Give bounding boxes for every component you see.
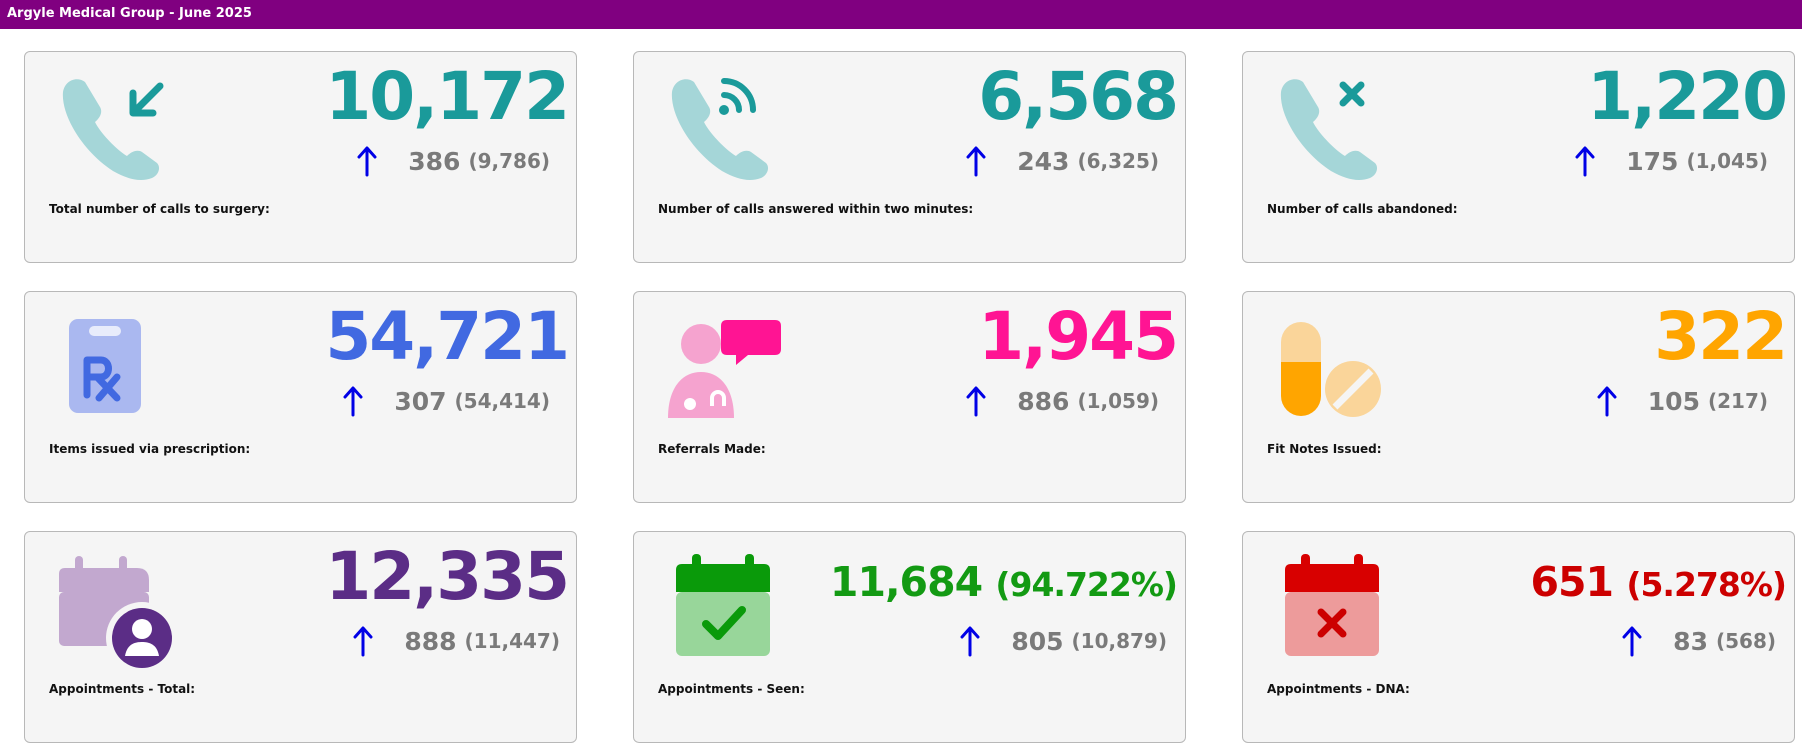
calendar-x-icon bbox=[1273, 554, 1403, 669]
kpi-trend: 386 (9,786) bbox=[356, 143, 550, 179]
kpi-value-with-percent: 11,684 (94.722%) bbox=[829, 554, 1178, 613]
pills-icon bbox=[1273, 314, 1403, 429]
kpi-value: 11,684 bbox=[829, 558, 983, 606]
kpi-trend: 243 (6,325) bbox=[965, 143, 1159, 179]
kpi-label: Appointments - Seen: bbox=[658, 682, 805, 696]
arrow-up-icon bbox=[357, 146, 377, 177]
kpi-label: Appointments - DNA: bbox=[1267, 682, 1410, 696]
arrow-up-icon bbox=[1622, 626, 1642, 657]
phone-incoming-icon bbox=[55, 74, 185, 189]
kpi-label: Appointments - Total: bbox=[49, 682, 196, 696]
kpi-change: 83 bbox=[1673, 626, 1708, 656]
kpi-value: 1,945 bbox=[978, 298, 1179, 375]
kpi-card-appointments-dna: 651 (5.278%) 83 (568) Appointments - DNA… bbox=[1242, 531, 1795, 743]
kpi-card-appointments-seen: 11,684 (94.722%) 805 (10,879) Appointmen… bbox=[633, 531, 1186, 743]
kpi-change: 805 bbox=[1011, 626, 1064, 656]
doctor-referral-icon bbox=[664, 314, 794, 429]
dashboard-header: Argyle Medical Group - June 2025 bbox=[0, 0, 1802, 29]
kpi-value: 651 bbox=[1530, 558, 1615, 606]
kpi-change: 386 bbox=[408, 146, 461, 176]
kpi-label: Referrals Made: bbox=[658, 442, 766, 456]
arrow-up-icon bbox=[960, 626, 980, 657]
kpi-change: 243 bbox=[1017, 146, 1070, 176]
kpi-value: 6,568 bbox=[978, 58, 1179, 135]
kpi-previous: (1,045) bbox=[1686, 149, 1768, 173]
kpi-trend: 307 (54,414) bbox=[342, 383, 550, 419]
kpi-previous: (9,786) bbox=[468, 149, 550, 173]
kpi-label: Total number of calls to surgery: bbox=[49, 202, 270, 216]
kpi-trend: 105 (217) bbox=[1596, 383, 1768, 419]
kpi-previous: (54,414) bbox=[454, 389, 550, 413]
arrow-up-icon bbox=[966, 386, 986, 417]
kpi-change: 175 bbox=[1626, 146, 1679, 176]
calendar-check-icon bbox=[664, 554, 794, 669]
arrow-up-icon bbox=[1575, 146, 1595, 177]
arrow-up-icon bbox=[343, 386, 363, 417]
arrow-up-icon bbox=[966, 146, 986, 177]
kpi-card-total-calls: 10,172 386 (9,786) Total number of calls… bbox=[24, 51, 577, 263]
kpi-label: Items issued via prescription: bbox=[49, 442, 251, 456]
kpi-change: 886 bbox=[1017, 386, 1070, 416]
kpi-card-fit-notes: 322 105 (217) Fit Notes Issued: bbox=[1242, 291, 1795, 503]
kpi-change: 105 bbox=[1647, 386, 1700, 416]
kpi-percent: (94.722%) bbox=[995, 565, 1178, 604]
kpi-percent: (5.278%) bbox=[1626, 565, 1787, 604]
kpi-value: 322 bbox=[1654, 298, 1788, 375]
kpi-value: 10,172 bbox=[325, 58, 570, 135]
kpi-card-appointments-total: 12,335 888 (11,447) Appointments - Total… bbox=[24, 531, 577, 743]
kpi-value: 54,721 bbox=[325, 298, 570, 375]
kpi-previous: (6,325) bbox=[1077, 149, 1159, 173]
kpi-value: 12,335 bbox=[325, 538, 570, 615]
kpi-trend: 886 (1,059) bbox=[965, 383, 1159, 419]
kpi-previous: (11,447) bbox=[464, 629, 560, 653]
kpi-card-prescriptions: 54,721 307 (54,414) Items issued via pre… bbox=[24, 291, 577, 503]
kpi-label: Number of calls abandoned: bbox=[1267, 202, 1458, 216]
dashboard-title: Argyle Medical Group - June 2025 bbox=[7, 6, 252, 21]
kpi-card-calls-abandoned: 1,220 175 (1,045) Number of calls abando… bbox=[1242, 51, 1795, 263]
kpi-label: Number of calls answered within two minu… bbox=[658, 202, 974, 216]
kpi-previous: (568) bbox=[1715, 629, 1776, 653]
phone-signal-icon bbox=[664, 74, 794, 189]
phone-cancel-icon bbox=[1273, 74, 1403, 189]
kpi-trend: 805 (10,879) bbox=[959, 623, 1167, 659]
kpi-card-referrals: 1,945 886 (1,059) Referrals Made: bbox=[633, 291, 1186, 503]
kpi-change: 307 bbox=[394, 386, 447, 416]
calendar-user-icon bbox=[55, 554, 185, 669]
kpi-previous: (217) bbox=[1707, 389, 1768, 413]
kpi-trend: 888 (11,447) bbox=[352, 623, 560, 659]
arrow-up-icon bbox=[353, 626, 373, 657]
kpi-label: Fit Notes Issued: bbox=[1267, 442, 1382, 456]
kpi-card-calls-answered: 6,568 243 (6,325) Number of calls answer… bbox=[633, 51, 1186, 263]
prescription-clipboard-icon bbox=[55, 314, 185, 429]
kpi-value-with-percent: 651 (5.278%) bbox=[1531, 554, 1787, 613]
kpi-previous: (1,059) bbox=[1077, 389, 1159, 413]
arrow-up-icon bbox=[1597, 386, 1617, 417]
kpi-trend: 175 (1,045) bbox=[1574, 143, 1768, 179]
kpi-trend: 83 (568) bbox=[1621, 623, 1776, 659]
kpi-change: 888 bbox=[404, 626, 457, 656]
kpi-previous: (10,879) bbox=[1071, 629, 1167, 653]
kpi-value: 1,220 bbox=[1587, 58, 1788, 135]
